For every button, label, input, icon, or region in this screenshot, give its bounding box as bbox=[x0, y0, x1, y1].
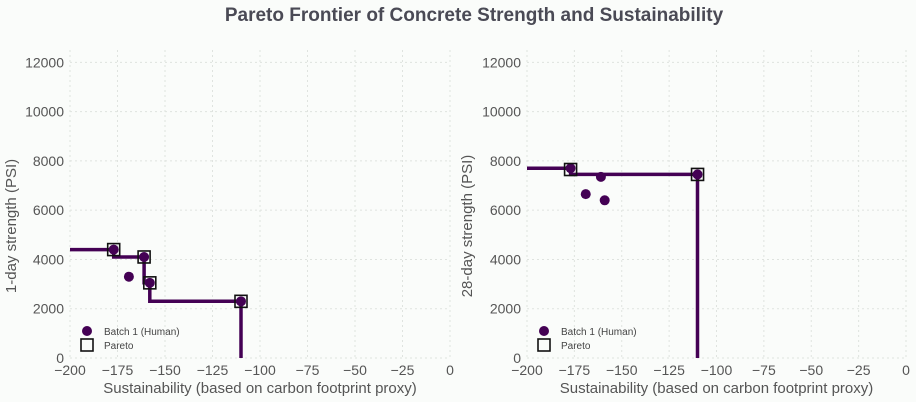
chart-panel-1day: −200 −175 −150 −125 −100 −75 −50 −25 0 0 2000 4000 6… bbox=[3, 50, 454, 397]
y-axis-label: 28-day strength (PSI) bbox=[459, 155, 476, 298]
legend-label-batch: Batch 1 (Human) bbox=[561, 327, 637, 338]
pareto-marker bbox=[234, 294, 248, 309]
pareto-marker bbox=[106, 242, 121, 257]
legend-marker-batch bbox=[82, 326, 92, 336]
y-tick-label: 10000 bbox=[25, 104, 64, 120]
y-tick-label: 12000 bbox=[482, 54, 521, 70]
x-tick-label: −100 bbox=[701, 362, 733, 378]
x-axis-label: Sustainability (based on carbon footprin… bbox=[103, 380, 417, 397]
y-tick-label: 2000 bbox=[33, 301, 64, 317]
data-point bbox=[236, 296, 246, 307]
pareto-marker bbox=[563, 162, 578, 177]
x-tick-label: −75 bbox=[752, 362, 776, 378]
x-tick-label: 0 bbox=[902, 362, 910, 378]
data-point bbox=[565, 163, 576, 174]
x-tick-label: 0 bbox=[446, 362, 454, 378]
y-tick-label: 6000 bbox=[33, 202, 64, 218]
data-point bbox=[123, 271, 134, 282]
legend-marker-pareto bbox=[80, 338, 94, 352]
x-tick-label: −25 bbox=[391, 362, 415, 378]
x-tick-label: −75 bbox=[296, 362, 320, 378]
y-tick-label: 0 bbox=[56, 350, 64, 366]
legend-marker-batch bbox=[539, 326, 549, 336]
x-tick-label: −175 bbox=[559, 362, 591, 378]
x-tick-label: −100 bbox=[244, 362, 276, 378]
pareto-marker bbox=[690, 167, 705, 182]
x-tick-label: −150 bbox=[606, 362, 638, 378]
y-tick-label: 12000 bbox=[25, 54, 64, 70]
legend: Batch 1 (Human) Pareto bbox=[537, 326, 637, 352]
pareto-frontier-line bbox=[70, 247, 243, 358]
y-tick-label: 6000 bbox=[490, 202, 521, 218]
x-tick-label: −175 bbox=[102, 362, 134, 378]
x-tick-label: −125 bbox=[197, 362, 229, 378]
x-tick-label: −125 bbox=[653, 362, 685, 378]
data-point bbox=[108, 244, 119, 255]
y-tick-label: 8000 bbox=[33, 153, 64, 169]
x-tick-label: −200 bbox=[54, 362, 86, 378]
y-tick-label: 10000 bbox=[482, 104, 521, 120]
y-tick-label: 4000 bbox=[490, 251, 521, 267]
chart-panel-28day: −200 −175 −150 −125 −100 −75 −50 −25 0 0 2000 4000 6… bbox=[459, 50, 910, 397]
x-tick-label: −150 bbox=[149, 362, 181, 378]
x-tick-label: −25 bbox=[847, 362, 871, 378]
x-axis-label: Sustainability (based on carbon footprin… bbox=[560, 380, 874, 397]
data-point bbox=[139, 251, 150, 262]
legend-label-pareto: Pareto bbox=[104, 341, 134, 352]
data-point bbox=[580, 189, 591, 200]
figure-title: Pareto Frontier of Concrete Strength and… bbox=[225, 5, 724, 26]
y-tick-label: 8000 bbox=[490, 153, 521, 169]
data-point bbox=[595, 171, 606, 182]
x-tick-label: −200 bbox=[511, 362, 543, 378]
x-tick-label: −50 bbox=[799, 362, 823, 378]
y-tick-label: 2000 bbox=[490, 301, 521, 317]
legend-label-batch: Batch 1 (Human) bbox=[104, 327, 180, 338]
pareto-marker bbox=[143, 276, 157, 290]
x-tick-label: −50 bbox=[343, 362, 367, 378]
data-point bbox=[692, 169, 703, 180]
pareto-frontier-line bbox=[527, 166, 700, 358]
legend: Batch 1 (Human) Pareto bbox=[80, 326, 180, 352]
pareto-marker bbox=[137, 250, 151, 264]
data-point bbox=[144, 277, 155, 288]
y-tick-label: 0 bbox=[513, 350, 521, 366]
data-point bbox=[599, 195, 610, 206]
y-tick-label: 4000 bbox=[33, 251, 64, 267]
y-axis-label: 1-day strength (PSI) bbox=[3, 159, 20, 293]
legend-label-pareto: Pareto bbox=[561, 341, 591, 352]
legend-marker-pareto bbox=[537, 338, 551, 352]
